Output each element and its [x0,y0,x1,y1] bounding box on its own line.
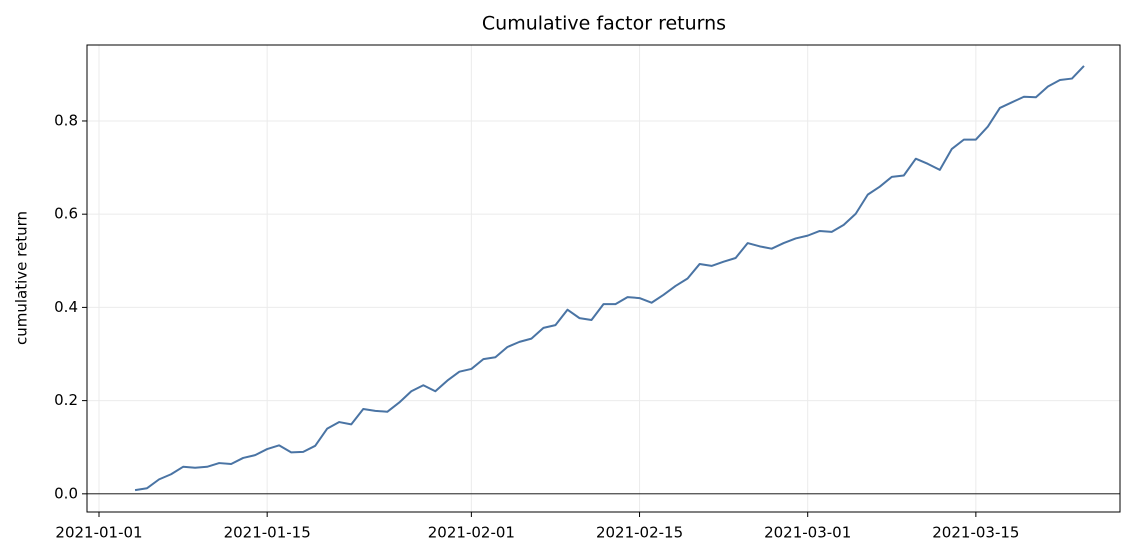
data-line [134,65,1085,492]
plot-frame [86,44,1121,513]
chart-title: Cumulative factor returns [482,13,726,35]
x-tick-label: 2021-03-01 [764,524,851,542]
y-axis-label: cumulative return [13,211,31,345]
y-tick-label: 0.0 [54,484,78,502]
y-tick-label: 0.8 [54,111,78,129]
x-tick-label: 2021-01-15 [224,524,311,542]
y-tick-label: 0.6 [54,205,78,223]
x-tick-label: 2021-01-01 [55,524,142,542]
x-tick-label: 2021-02-15 [596,524,683,542]
x-tick-label: 2021-02-01 [428,524,515,542]
y-tick-label: 0.2 [54,391,78,409]
x-tick-label: 2021-03-15 [932,524,1019,542]
y-tick-label: 0.4 [54,298,78,316]
